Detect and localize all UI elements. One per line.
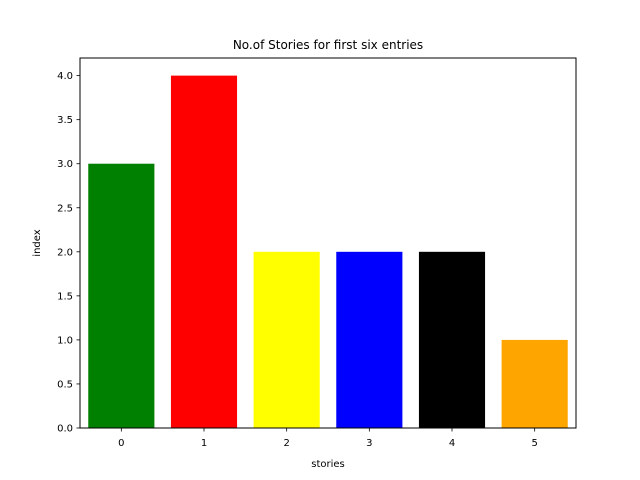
bar-5 [501, 339, 568, 428]
x-tick-label: 0 [118, 438, 124, 449]
x-axis-label: stories [311, 459, 345, 470]
y-axis-ticks: 0.0 0.5 1.0 1.5 2.0 2.5 3.0 3.5 4.0 [57, 71, 80, 435]
y-tick-label: 2.0 [57, 247, 73, 258]
bar-1 [170, 75, 238, 428]
chart-title: No.of Stories for first six entries [233, 38, 423, 52]
x-tick-label: 2 [283, 438, 289, 449]
bar-4 [418, 251, 486, 428]
bar-2 [253, 251, 320, 428]
y-tick-label: 4.0 [57, 71, 73, 82]
y-tick-label: 3.5 [57, 115, 73, 126]
x-tick-label: 1 [201, 438, 207, 449]
bar-3 [336, 251, 403, 428]
x-tick-label: 3 [366, 438, 372, 449]
y-tick-label: 0.5 [57, 379, 73, 390]
bars-group [88, 75, 568, 428]
x-tick-label: 5 [531, 438, 537, 449]
y-tick-label: 1.0 [57, 335, 73, 346]
y-tick-label: 3.0 [57, 159, 73, 170]
x-axis-ticks: 0 1 2 3 4 5 [118, 428, 538, 449]
bar-0 [88, 163, 155, 428]
y-tick-label: 0.0 [57, 424, 73, 435]
y-axis-label: index [32, 229, 43, 256]
y-tick-label: 2.5 [57, 203, 73, 214]
plot-area-frame [79, 57, 577, 429]
x-tick-label: 4 [449, 438, 455, 449]
y-tick-label: 1.5 [57, 291, 73, 302]
